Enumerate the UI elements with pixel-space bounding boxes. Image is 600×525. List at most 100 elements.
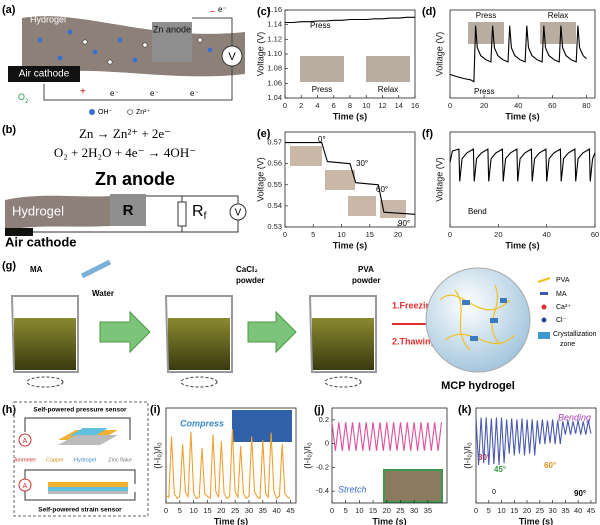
zn-ions <box>82 37 203 65</box>
x-tick-label: 60 <box>548 101 556 110</box>
panel-label: (k) <box>458 404 472 416</box>
reagent-label: MA <box>30 265 43 274</box>
chart-annotations: Press Press Relax Press Relax Press 0° 3… <box>180 11 591 503</box>
x-tick-label: 15 <box>369 506 377 515</box>
x-tick-label: 20 <box>523 506 531 515</box>
legend-swatch <box>541 317 547 323</box>
x-tick-label: 0 <box>330 506 334 515</box>
meter-label: V <box>235 208 242 219</box>
step-label: 2.Thawing <box>392 336 436 346</box>
pipette <box>80 259 112 279</box>
panel-label: (h) <box>2 404 16 416</box>
x-tick-label: 10 <box>189 506 197 515</box>
annotation: Press <box>310 21 330 30</box>
photo-inset <box>468 22 504 44</box>
x-tick-label: 60 <box>591 230 599 239</box>
photo-inset <box>348 196 376 216</box>
plot-frame <box>449 9 596 99</box>
annotation: Stretch <box>338 484 367 494</box>
y-tick-label: 1.06 <box>267 78 282 87</box>
crystals <box>462 298 507 341</box>
panel-b: (b) Zn → Zn²⁺ + 2e⁻ O₂ + 2H₂O + 4e⁻ → 4O… <box>2 124 247 249</box>
reagent-label: powder <box>236 276 264 285</box>
panel-label: (f) <box>422 128 433 140</box>
x-tick-label: 4 <box>315 101 319 110</box>
x-tick-label: 5 <box>178 506 182 515</box>
photo-inset <box>380 200 406 218</box>
y-tick-label: 1.04 <box>267 93 282 102</box>
legend-label: MA <box>556 291 567 298</box>
x-tick-label: 6 <box>332 101 336 110</box>
y-tick-label: 1.10 <box>267 49 282 58</box>
data-line <box>449 148 596 182</box>
x-axis-label: Time (s) <box>333 111 367 121</box>
photo-inset <box>383 469 443 503</box>
electron: e⁻ <box>218 5 227 14</box>
panel-label: (d) <box>422 6 436 18</box>
plus-sign: + <box>80 87 86 98</box>
hydrogel-label: Hydrogel <box>30 14 66 24</box>
plot-frame <box>165 407 297 504</box>
chart-f: 0 20 40 60 Time (s) Voltage (V) (f) <box>422 128 599 250</box>
legend-label: zone <box>560 341 575 348</box>
sensor-title: Self-powered pressure sensor <box>33 407 127 414</box>
x-tick-label: 25 <box>536 506 544 515</box>
reagent-label: CaCl₂ <box>236 265 258 274</box>
hydrogel-block <box>48 487 128 491</box>
x-tick-label: 40 <box>514 101 522 110</box>
pva-chains <box>439 284 516 351</box>
x-tick-label: 35 <box>424 506 432 515</box>
x-tick-label: 2 <box>299 101 303 110</box>
panel-label: (b) <box>2 124 16 136</box>
panel-label: (i) <box>150 404 161 416</box>
y-tick-label: -0.4 <box>316 486 329 495</box>
legend-swatch <box>537 277 551 283</box>
x-tick-label: 0 <box>448 230 452 239</box>
x-tick-label: 10 <box>362 101 370 110</box>
legend-label: Crystallization <box>553 331 597 338</box>
x-tick-label: 16 <box>411 101 419 110</box>
legend-swatch <box>538 332 550 339</box>
o2-label: O2 <box>18 92 29 104</box>
x-tick-label: 0 <box>448 101 452 110</box>
x-axis-label: Time (s) <box>505 111 539 121</box>
panel-label: (c) <box>257 6 271 18</box>
panel-h: (h) Self-powered pressure sensor A Ammet… <box>2 401 149 517</box>
o2: O <box>18 92 25 102</box>
x-tick-label: 45 <box>286 506 294 515</box>
wire <box>24 417 131 440</box>
y-axis-label: Voltage (V) <box>255 157 265 202</box>
annotation: 90° <box>574 489 586 498</box>
x-tick-label: 40 <box>574 506 582 515</box>
panel-a: (a) Hydrogel Zn anode Air cathode V − e⁻… <box>2 4 245 116</box>
x-tick-label: 20 <box>494 230 502 239</box>
hydrogel-label: Hydrogel <box>12 203 64 218</box>
cathode-label: Air cathode <box>19 69 70 80</box>
meter-label: A <box>23 438 28 445</box>
y-axis-label: (I-I₀)/I₀ <box>152 442 162 469</box>
plot-frame <box>331 407 448 504</box>
load-resistor <box>177 201 187 227</box>
x-tick-label: 5 <box>487 506 491 515</box>
x-tick-label: 20 <box>383 506 391 515</box>
x-tick-label: 35 <box>259 506 267 515</box>
x-tick-label: 5 <box>311 230 315 239</box>
annotation: 45° <box>494 465 506 474</box>
legend-swatch <box>127 109 133 115</box>
annotation: Compress <box>180 418 224 428</box>
x-axis-label: Time (s) <box>519 516 553 525</box>
annotation: Press <box>312 85 332 94</box>
y-tick-label: 0.54 <box>267 201 282 210</box>
chart-c: 0 2 4 6 8 10 12 14 16 1.04 1.06 1.08 1.10 1.12 1.14 1.1… <box>255 5 419 121</box>
x-tick-label: 0 <box>164 506 168 515</box>
x-tick-label: 25 <box>396 506 404 515</box>
x-tick-label: 30 <box>245 506 253 515</box>
annotation: Relax <box>378 85 398 94</box>
product-label: MCP hydrogel <box>441 380 515 392</box>
y-tick-label: 0.56 <box>267 159 282 168</box>
annotation: Relax <box>548 11 568 20</box>
plot-frame <box>284 131 416 228</box>
y-axis-label: Voltage (V) <box>434 32 444 77</box>
annotation: Bend <box>468 207 487 216</box>
x-tick-label: 25 <box>231 506 239 515</box>
